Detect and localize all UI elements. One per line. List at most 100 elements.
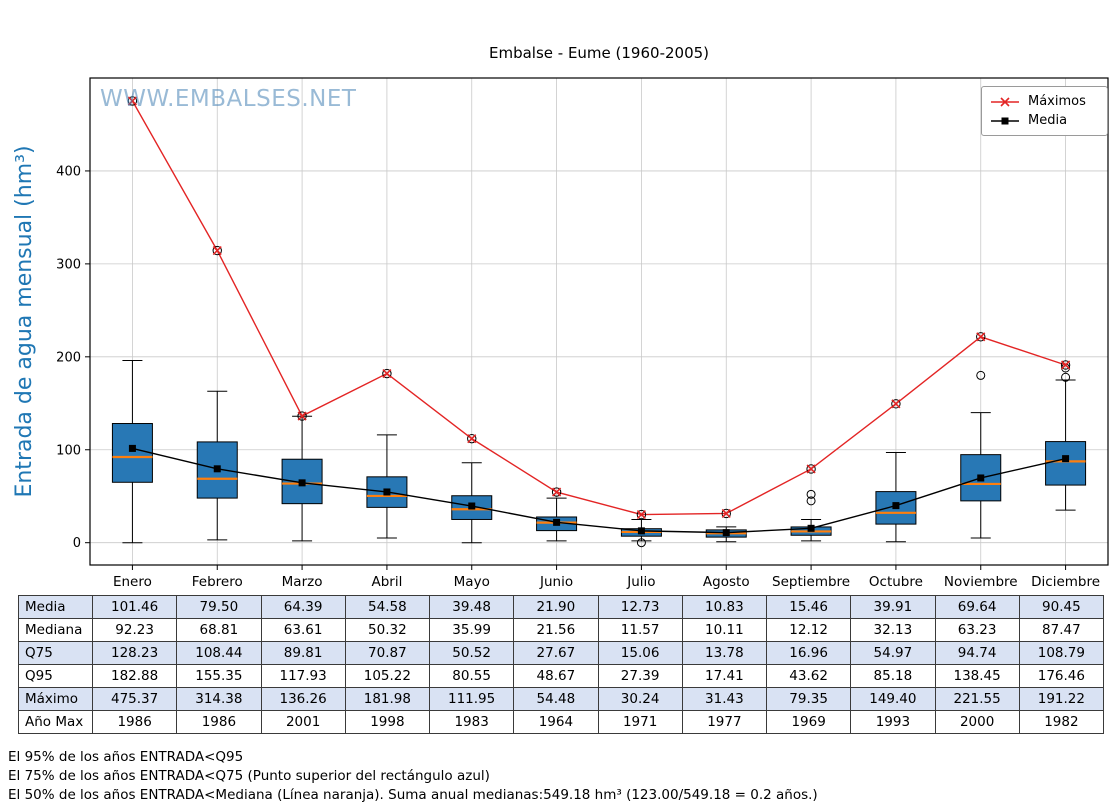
footnote-q75: El 75% de los años ENTRADA<Q75 (Punto su… [8, 767, 490, 784]
table-cell: 191.22 [1018, 687, 1105, 711]
table-cell: 64.39 [260, 595, 346, 619]
y-tick-label: 0 [73, 536, 81, 551]
max-circle-marker [127, 96, 138, 106]
x-tick-label: Marzo [282, 574, 323, 590]
table-cell: 43.62 [765, 664, 852, 688]
x-tick-label: Diciembre [1031, 574, 1100, 590]
table-cell: 1998 [344, 710, 431, 734]
x-tick-label: Agosto [703, 574, 750, 590]
table-cell: 314.38 [176, 687, 262, 711]
table-cell: 27.39 [597, 664, 683, 688]
table-cell: 48.67 [513, 664, 599, 688]
row-header: Máximo [18, 687, 93, 711]
footnote-mediana: El 50% de los años ENTRADA<Mediana (Líne… [8, 786, 818, 803]
mean-square-marker [637, 527, 645, 535]
row-header: Q75 [18, 641, 93, 665]
table-cell: 1983 [428, 710, 515, 734]
legend-label-maximos: Máximos [1028, 94, 1086, 109]
max-x-marker [636, 510, 646, 520]
table-cell: 92.23 [91, 618, 178, 642]
outlier-marker [806, 489, 816, 499]
table-row: Q75 128.23 108.44 89.81 70.87 50.52 27.67 15.06… [18, 641, 1105, 665]
table-cell: 87.47 [1018, 618, 1105, 642]
y-tick-label: 300 [56, 257, 81, 272]
table-cell: 21.56 [513, 618, 599, 642]
x-tick-label: Junio [539, 574, 573, 590]
table-cell: 15.06 [597, 641, 683, 665]
table-cell: 69.64 [934, 595, 1020, 619]
mean-square-marker [468, 502, 476, 510]
max-x-marker [721, 508, 731, 519]
max-x-marker [382, 368, 392, 379]
table-cell: 1982 [1018, 710, 1105, 734]
table-cell: 89.81 [260, 641, 346, 665]
table-cell: 85.18 [850, 664, 936, 688]
table-cell: 79.35 [765, 687, 852, 711]
y-tick-label: 100 [56, 443, 81, 458]
table-cell: 39.48 [428, 595, 515, 619]
mean-square-marker [892, 502, 900, 510]
mean-square-marker [298, 479, 306, 487]
table-cell: 10.11 [681, 618, 768, 642]
table-row: Máximo 475.37 314.38 136.26 181.98 111.95 54.4… [18, 687, 1105, 711]
outlier-marker [636, 538, 646, 548]
outlier-marker [1061, 372, 1071, 382]
table-cell: 111.95 [428, 687, 515, 711]
row-header: Q95 [18, 664, 93, 688]
table-cell: 136.26 [260, 687, 346, 711]
mean-square-marker [722, 529, 730, 537]
table-cell: 475.37 [91, 687, 178, 711]
table-cell: 182.88 [91, 664, 178, 688]
table-cell: 63.61 [260, 618, 346, 642]
table-cell: 108.44 [176, 641, 262, 665]
table-cell: 50.32 [344, 618, 431, 642]
max-circle-marker [297, 411, 307, 421]
boxplot-chart: 0 100 200 300 400 Enero Febrero Marzo Abril Mayo J… [56, 77, 1109, 590]
max-x-marker [891, 399, 901, 409]
outlier-marker [976, 370, 986, 380]
table-cell: 90.45 [1018, 595, 1105, 619]
x-tick-label: Mayo [454, 574, 490, 590]
max-circle-marker [467, 433, 477, 444]
table-cell: 2001 [260, 710, 346, 734]
legend-label-media: Media [1028, 113, 1068, 128]
y-tick-label: 200 [56, 350, 81, 365]
max-circle-marker [1060, 360, 1071, 370]
mean-square-marker [807, 524, 815, 532]
table-cell: 2000 [934, 710, 1020, 734]
max-circle-marker [891, 399, 901, 409]
table-cell: 1971 [597, 710, 683, 734]
table-cell: 221.55 [934, 687, 1020, 711]
x-tick-label: Octubre [869, 574, 923, 590]
media-line-sample [991, 117, 1019, 124]
max-x-marker [127, 96, 137, 106]
row-header: Año Max [18, 710, 93, 734]
table-cell: 128.23 [91, 641, 178, 665]
mean-square-marker [1062, 455, 1070, 463]
mean-square-marker [383, 488, 391, 496]
legend-item-media: Media [990, 111, 1099, 130]
x-tick-label: Enero [113, 574, 152, 590]
table-cell: 21.90 [513, 595, 599, 619]
max-x-marker [1061, 360, 1071, 370]
table-cell: 10.83 [681, 595, 768, 619]
max-x-marker [212, 245, 222, 256]
table-cell: 12.73 [597, 595, 683, 619]
max-x-marker [467, 434, 477, 444]
table-cell: 50.52 [428, 641, 515, 665]
table-cell: 155.35 [176, 664, 262, 688]
row-header: Media [18, 595, 93, 619]
table-cell: 35.99 [428, 618, 515, 642]
max-circle-marker [551, 487, 562, 497]
max-x-marker [552, 487, 562, 497]
watermark: WWW.EMBALSES.NET [100, 86, 357, 112]
table-cell: 39.91 [850, 595, 936, 619]
table-cell: 108.79 [1018, 641, 1105, 665]
table-cell: 12.12 [765, 618, 852, 642]
max-circle-marker [721, 508, 731, 519]
table-cell: 16.96 [765, 641, 852, 665]
box-diciembre [1045, 441, 1087, 486]
mean-square-marker [128, 444, 136, 452]
max-circle-marker [382, 368, 392, 379]
